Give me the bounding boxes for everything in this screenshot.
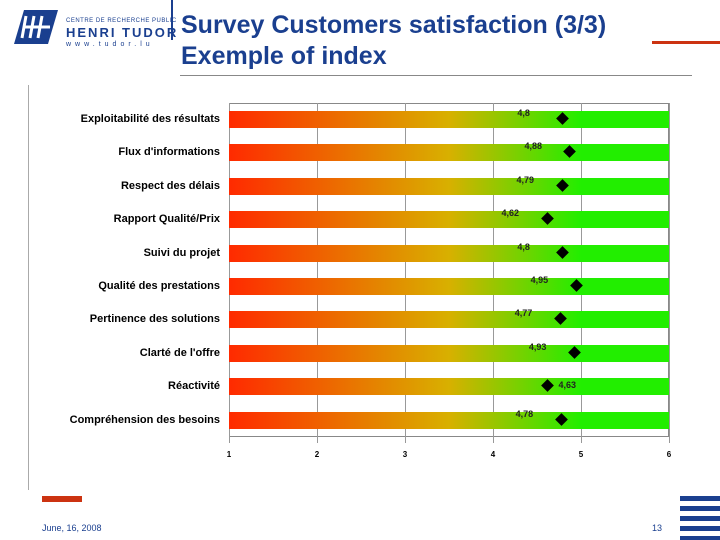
category-label: Suivi du projet	[143, 246, 220, 259]
x-tick-label: 5	[578, 450, 584, 459]
logo-text: HENRI TUDOR	[66, 25, 179, 40]
bar	[229, 111, 669, 128]
bar	[229, 244, 669, 262]
logo-url: www.tudor.lu	[66, 41, 154, 48]
category-label: Compréhension des besoins	[69, 413, 220, 426]
logo-icon	[14, 10, 58, 44]
x-tick-label: 2	[314, 450, 320, 459]
x-tick-label: 4	[490, 450, 496, 459]
header-accent	[652, 41, 720, 44]
data-label: 4,63	[558, 380, 576, 391]
page-number: 13	[652, 523, 663, 533]
data-label: 4,62	[501, 208, 520, 219]
logo-text: CENTRE DE RECHERCHE PUBLIC	[66, 18, 177, 24]
data-label: 4,88	[524, 141, 542, 152]
bar	[229, 311, 669, 329]
gridline	[581, 103, 582, 443]
bar	[229, 344, 669, 362]
data-label: 4,8	[517, 241, 530, 252]
bar	[229, 211, 669, 229]
category-label: Flux d'informations	[118, 146, 220, 159]
gridline	[669, 103, 670, 443]
footer-stripes	[680, 496, 720, 540]
gridline	[405, 103, 406, 443]
category-label: Pertinence des solutions	[89, 313, 220, 326]
page-title: Survey Customers satisfaction (3/3) Exemp…	[181, 10, 606, 72]
category-label: Respect des délais	[120, 179, 220, 192]
footer-accent	[42, 496, 82, 502]
title-rule	[180, 75, 692, 76]
header-divider	[171, 0, 173, 40]
category-label: Exploitabilité des résultats	[80, 113, 220, 125]
bar	[229, 411, 669, 429]
footer-date: June, 16, 2008	[42, 523, 102, 533]
x-tick-label: 3	[402, 450, 408, 459]
category-label: Rapport Qualité/Prix	[113, 213, 220, 226]
category-label: Clarté de l'offre	[139, 346, 220, 359]
gridline	[317, 103, 318, 443]
bar	[229, 144, 669, 162]
data-label: 4,77	[514, 308, 533, 319]
left-rule	[28, 85, 29, 490]
title-line-2: Exemple of index	[181, 42, 387, 70]
bar	[229, 177, 669, 195]
data-label: 4,93	[528, 341, 547, 352]
data-label: 4,8	[517, 108, 530, 118]
bar	[229, 378, 669, 396]
data-label: 4,95	[530, 275, 549, 285]
category-label: Qualité des prestations	[98, 280, 220, 292]
x-tick-label: 1	[226, 450, 232, 459]
data-label: 4,78	[515, 408, 534, 419]
gridline	[493, 103, 494, 443]
category-label: Réactivité	[168, 380, 220, 393]
x-tick-label: 6	[666, 450, 672, 459]
bar	[229, 278, 669, 295]
data-label: 4,79	[516, 174, 535, 185]
gridline	[229, 103, 230, 443]
title-line-1: Survey Customers satisfaction (3/3)	[181, 11, 607, 39]
